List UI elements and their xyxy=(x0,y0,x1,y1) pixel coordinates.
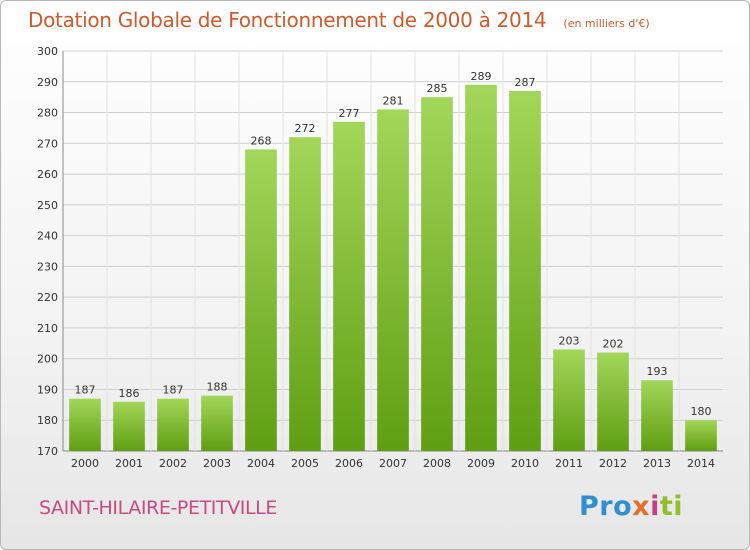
bars-layer xyxy=(69,84,717,452)
y-tick-label: 250 xyxy=(37,199,58,212)
x-tick-label-2005: 2005 xyxy=(291,457,319,470)
bar-2001 xyxy=(113,401,145,451)
x-tick-label-2004: 2004 xyxy=(247,457,275,470)
y-tick-label: 230 xyxy=(37,260,58,273)
data-label-2008: 285 xyxy=(427,82,448,95)
y-tick-label: 290 xyxy=(37,76,58,89)
bar-2013 xyxy=(641,380,673,451)
data-label-2010: 287 xyxy=(515,76,536,89)
bar-2006 xyxy=(333,121,365,452)
y-tick-label: 200 xyxy=(37,353,58,366)
x-tick-label-2012: 2012 xyxy=(599,457,627,470)
labels-layer: 170 180 190 200 210 220 230 240 250 260 270 280 290 3… xyxy=(37,45,715,470)
bar-2010 xyxy=(509,91,541,451)
x-tick-label-2000: 2000 xyxy=(71,457,99,470)
x-tick-label-2014: 2014 xyxy=(687,457,715,470)
y-tick-label: 280 xyxy=(37,107,58,120)
chart-subtitle: (en milliers d'€) xyxy=(563,17,650,30)
bar-2009 xyxy=(465,84,497,451)
x-tick-label-2003: 2003 xyxy=(203,457,231,470)
y-tick-label: 300 xyxy=(37,45,58,58)
y-tick-label: 260 xyxy=(37,168,58,181)
logo-part-2: x xyxy=(632,491,651,522)
y-tick-label: 220 xyxy=(37,291,58,304)
data-label-2003: 188 xyxy=(207,381,228,394)
bar-2011 xyxy=(553,349,585,451)
x-tick-label-2008: 2008 xyxy=(423,457,451,470)
data-label-2006: 277 xyxy=(339,107,360,120)
y-tick-label: 170 xyxy=(37,445,58,458)
proxiti-logo: Proxiti xyxy=(579,491,683,522)
bar-2014 xyxy=(685,420,717,451)
y-tick-label: 240 xyxy=(37,230,58,243)
data-label-2014: 180 xyxy=(691,405,712,418)
data-label-2004: 268 xyxy=(251,134,272,147)
chart-title: Dotation Globale de Fonctionnement de 20… xyxy=(28,8,547,32)
data-label-2012: 202 xyxy=(603,338,624,351)
bar-2003 xyxy=(201,395,233,451)
data-label-2000: 187 xyxy=(75,384,96,397)
bar-2008 xyxy=(421,97,453,452)
y-tick-label: 190 xyxy=(37,383,58,396)
x-tick-label-2013: 2013 xyxy=(643,457,671,470)
data-label-2005: 272 xyxy=(295,122,316,135)
x-tick-label-2011: 2011 xyxy=(555,457,583,470)
title-row: Dotation Globale de Fonctionnement de 20… xyxy=(28,8,650,32)
logo-part-3: i xyxy=(650,491,660,522)
data-label-2001: 186 xyxy=(119,387,140,400)
logo-part-4: ti xyxy=(659,491,684,522)
x-tick-label-2009: 2009 xyxy=(467,457,495,470)
data-label-2011: 203 xyxy=(559,334,580,347)
data-label-2002: 187 xyxy=(163,384,184,397)
x-tick-label-2007: 2007 xyxy=(379,457,407,470)
commune-name: SAINT-HILAIRE-PETITVILLE xyxy=(39,497,277,519)
y-tick-label: 270 xyxy=(37,137,58,150)
bar-2004 xyxy=(245,149,277,451)
logo-part-1: Pro xyxy=(579,491,633,522)
bar-2012 xyxy=(597,352,629,451)
x-tick-label-2001: 2001 xyxy=(115,457,143,470)
data-label-2007: 281 xyxy=(383,94,404,107)
data-label-2013: 193 xyxy=(647,365,668,378)
x-tick-label-2002: 2002 xyxy=(159,457,187,470)
bar-2000 xyxy=(69,398,101,451)
bar-2007 xyxy=(377,109,409,451)
y-tick-label: 180 xyxy=(37,414,58,427)
y-tick-label: 210 xyxy=(37,322,58,335)
bar-2005 xyxy=(289,137,321,451)
x-tick-label-2006: 2006 xyxy=(335,457,363,470)
data-label-2009: 289 xyxy=(471,70,492,83)
x-tick-label-2010: 2010 xyxy=(511,457,539,470)
bar-2002 xyxy=(157,398,189,451)
